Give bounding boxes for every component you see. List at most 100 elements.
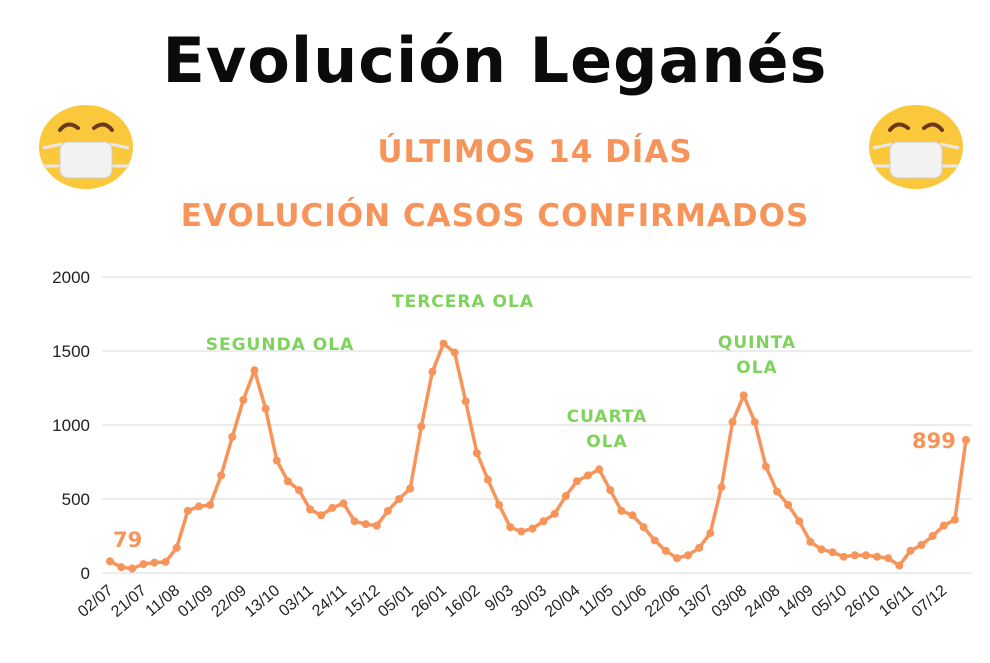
data-point (228, 432, 237, 441)
data-point (939, 521, 948, 530)
data-point (917, 540, 926, 549)
data-point (828, 548, 837, 557)
y-tick-label: 1500 (52, 342, 90, 361)
data-point (317, 511, 326, 520)
data-point (239, 395, 248, 404)
data-point (906, 546, 915, 555)
x-tick-label: 16/11 (876, 582, 917, 620)
x-tick-label: 07/12 (909, 582, 951, 621)
x-tick-label: 03/08 (709, 582, 751, 621)
data-point (539, 517, 548, 526)
data-point (139, 560, 148, 569)
data-point (928, 532, 937, 540)
wave-annotation: QUINTA (718, 333, 796, 353)
x-tick-label: 05/10 (809, 582, 851, 621)
data-point (506, 523, 515, 532)
data-point (172, 543, 181, 552)
x-tick-label: 24/08 (742, 582, 784, 621)
data-point (962, 435, 970, 444)
data-point (250, 366, 259, 375)
face-with-medical-mask-icon (869, 105, 963, 189)
data-point (728, 418, 737, 427)
y-tick-label: 2000 (52, 268, 90, 287)
wave-annotation: CUARTA (567, 407, 648, 427)
data-point (550, 509, 559, 518)
wave-annotation: OLA (736, 358, 777, 378)
chart-title: Evolución Leganés (162, 24, 828, 97)
data-point (606, 486, 615, 495)
y-tick-label: 0 (81, 564, 90, 583)
y-tick-label: 1000 (52, 416, 90, 435)
data-point (528, 524, 537, 533)
x-tick-label: 01/06 (609, 582, 651, 621)
x-tick-label: 14/09 (775, 582, 817, 621)
data-point (672, 554, 681, 563)
data-point (817, 545, 826, 554)
data-point (328, 503, 337, 512)
data-point (383, 506, 392, 515)
x-tick-label: 20/04 (542, 582, 584, 621)
data-point (561, 492, 570, 501)
wave-annotation: OLA (586, 432, 627, 452)
end-value-label: 899 (912, 429, 956, 453)
data-point (294, 486, 303, 495)
data-point (472, 449, 481, 458)
data-point (950, 515, 959, 524)
data-point (450, 348, 459, 357)
data-point (639, 523, 648, 532)
x-tick-label: 13/07 (675, 582, 717, 621)
data-point (406, 484, 415, 493)
data-point (717, 483, 726, 492)
x-tick-label: 11/08 (143, 582, 184, 620)
data-point (661, 546, 670, 555)
data-point (161, 557, 170, 566)
data-point (795, 517, 804, 526)
wave-annotation: TERCERA OLA (392, 292, 534, 312)
data-point (117, 563, 126, 572)
series-line (109, 341, 968, 571)
data-point (861, 551, 870, 560)
x-tick-label: 26/10 (842, 582, 884, 621)
x-tick-label: 15/12 (342, 582, 384, 621)
data-point (761, 462, 770, 471)
data-point (750, 418, 759, 427)
data-point (873, 552, 882, 561)
y-tick-label: 500 (62, 490, 90, 509)
data-point (695, 543, 704, 552)
data-point (194, 502, 203, 511)
data-point (895, 561, 904, 570)
chart-subtitle-metric: EVOLUCIÓN CASOS CONFIRMADOS (180, 198, 810, 234)
data-point (372, 521, 381, 530)
data-point (395, 495, 404, 503)
data-point (739, 391, 748, 400)
data-point (839, 552, 848, 561)
x-tick-label: 02/07 (75, 582, 117, 621)
x-tick-label: 13/10 (242, 582, 284, 621)
data-point (350, 517, 359, 526)
wave-annotation: SEGUNDA OLA (206, 335, 354, 355)
data-point (272, 456, 281, 465)
start-value-label: 79 (113, 528, 142, 552)
data-point (361, 520, 370, 529)
x-tick-label: 26/01 (408, 582, 450, 621)
data-point (628, 511, 637, 520)
face-with-medical-mask-icon (39, 105, 133, 189)
data-point (439, 339, 448, 348)
x-tick-label: 01/09 (175, 582, 217, 621)
data-point (584, 471, 593, 480)
data-point (572, 477, 581, 486)
data-point (517, 527, 526, 536)
data-point (806, 537, 815, 546)
x-tick-label: 30/03 (509, 582, 551, 621)
x-tick-label: 05/01 (375, 582, 417, 621)
data-point (306, 505, 315, 514)
x-tick-label: 22/09 (208, 582, 250, 621)
x-tick-label: 24/11 (309, 582, 350, 620)
x-tick-label: 21/07 (108, 582, 150, 621)
data-point (650, 536, 659, 545)
data-point (773, 487, 782, 496)
data-point (339, 499, 348, 508)
data-point (206, 500, 215, 509)
data-point (884, 554, 893, 563)
